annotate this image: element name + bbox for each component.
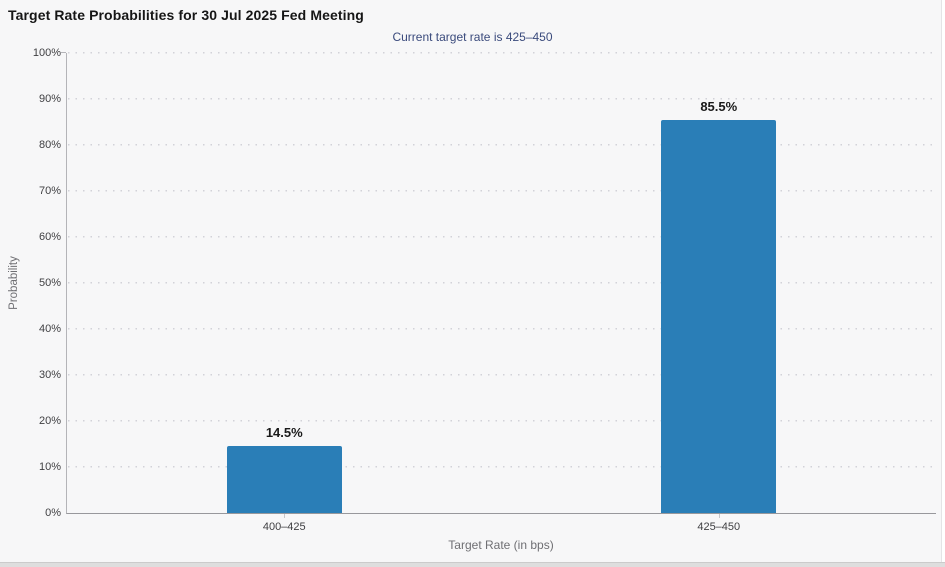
- gridline: [68, 328, 936, 330]
- gridline: [68, 52, 936, 55]
- plot-area: 14.5% 400–425 85.5% 425–450: [66, 52, 936, 533]
- chart-subtitle: Current target rate is 425–450: [392, 30, 553, 44]
- y-tick-label: 10%: [38, 461, 61, 473]
- x-axis-title: Target Rate (in bps): [448, 538, 554, 552]
- y-tick-label: 100%: [32, 47, 61, 59]
- gridline: [68, 236, 936, 238]
- gridline: [68, 466, 936, 468]
- x-tick-mark: [284, 514, 286, 518]
- gridline: [68, 98, 936, 100]
- y-axis-top-tick: [61, 52, 66, 53]
- gridline: [68, 420, 936, 422]
- y-tick-label: 40%: [38, 323, 61, 335]
- x-tick-mark: [718, 514, 720, 518]
- x-tick-label: 400–425: [262, 521, 306, 533]
- gridline: [68, 374, 936, 376]
- bar-value-label: 14.5%: [265, 425, 303, 441]
- y-tick-label: 70%: [38, 185, 61, 197]
- gridline: [68, 144, 936, 146]
- y-tick-label: 50%: [38, 277, 61, 289]
- right-edge-border: [941, 0, 945, 567]
- bar-value-label: 85.5%: [700, 98, 738, 114]
- bar-400–425[interactable]: [226, 446, 342, 513]
- gridline: [68, 190, 936, 192]
- y-tick-label: 30%: [38, 369, 61, 381]
- chart-title: Target Rate Probabilities for 30 Jul 202…: [8, 7, 364, 23]
- y-tick-label: 90%: [38, 93, 61, 105]
- x-tick-label: 425–450: [697, 521, 741, 533]
- y-tick-label: 60%: [38, 231, 61, 243]
- y-tick-label: 20%: [38, 415, 61, 427]
- bottom-edge-border: [0, 562, 945, 567]
- y-tick-label: 80%: [38, 139, 61, 151]
- gridline: [68, 282, 936, 284]
- bar-425–450[interactable]: [661, 119, 777, 513]
- y-tick-label: 0%: [45, 507, 61, 519]
